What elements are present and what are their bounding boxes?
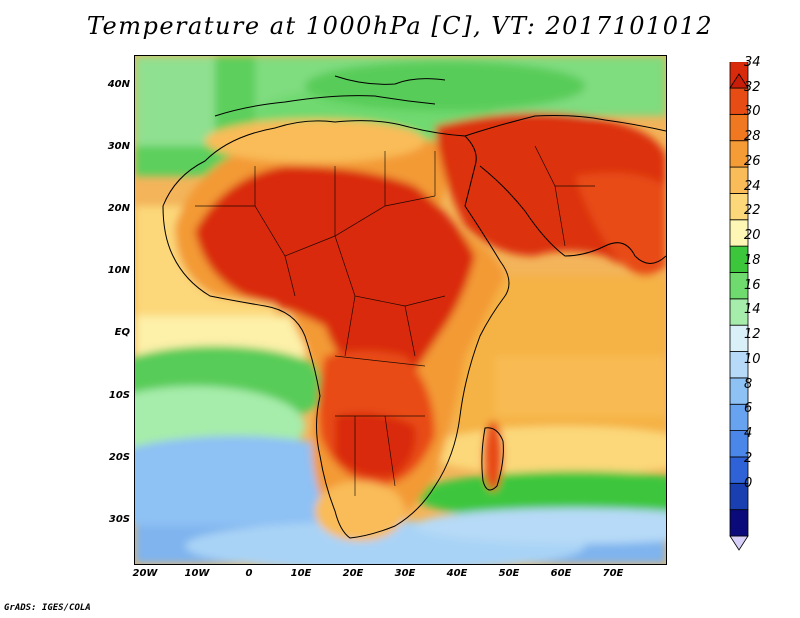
colorbar-segment [729, 509, 749, 537]
colorbar-label-20: 20 [744, 228, 761, 243]
country-borders [195, 145, 595, 496]
lat-label-30n: 30N [107, 141, 130, 152]
colorbar-label-14: 14 [744, 302, 761, 317]
lon-label-0: 0 [245, 568, 253, 579]
lon-label-60e: 60E [550, 568, 572, 579]
colorbar-label-6: 6 [744, 401, 753, 416]
lat-label-40n: 40N [107, 79, 130, 90]
lon-label-50e: 50E [498, 568, 520, 579]
lon-label-70e: 70E [602, 568, 624, 579]
lat-label-10n: 10N [107, 265, 130, 276]
colorbar-label-16: 16 [744, 278, 761, 293]
colorbar-label-24: 24 [744, 179, 761, 194]
lat-label-eq: EQ [114, 327, 130, 338]
colorbar-label-10: 10 [744, 352, 761, 367]
lon-label-20w: 20W [132, 568, 158, 579]
map-title: Temperature at 1000hPa [C], VT: 20171010… [86, 12, 714, 40]
colorbar-over-triangle [729, 73, 749, 89]
colorbar-label-4: 4 [744, 426, 753, 441]
lon-label-40e: 40E [446, 568, 468, 579]
lat-label-10s: 10S [108, 390, 130, 401]
colorbar-label-28: 28 [744, 129, 761, 144]
colorbar-label-22: 22 [744, 203, 761, 218]
colorbar-label-12: 12 [744, 327, 761, 342]
colorbar-label-34: 34 [744, 55, 761, 70]
coastlines [162, 75, 666, 539]
temperature-map [135, 56, 666, 564]
colorbar-label-30: 30 [744, 104, 761, 119]
lat-label-20n: 20N [107, 203, 130, 214]
credit-text: GrADS: IGES/COLA [4, 603, 91, 613]
colorbar [729, 62, 749, 551]
colorbar-label-18: 18 [744, 253, 761, 268]
lon-label-10w: 10W [184, 568, 210, 579]
lon-label-10e: 10E [290, 568, 312, 579]
lat-label-20s: 20S [108, 452, 130, 463]
lon-label-30e: 30E [394, 568, 416, 579]
colorbar-label-26: 26 [744, 154, 761, 169]
lon-label-20e: 20E [342, 568, 364, 579]
colorbar-label-8: 8 [744, 377, 753, 392]
colorbar-label-0: 0 [744, 476, 753, 491]
lat-label-30s: 30S [108, 514, 130, 525]
colorbar-label-32: 32 [744, 80, 761, 95]
colorbar-under-triangle [729, 535, 749, 551]
temperature-field [135, 56, 666, 564]
map-panel [134, 55, 667, 565]
colorbar-label-2: 2 [744, 451, 753, 466]
